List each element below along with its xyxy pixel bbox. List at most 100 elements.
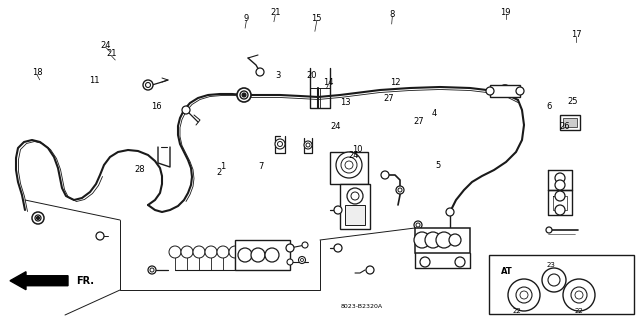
Circle shape	[182, 106, 190, 114]
Circle shape	[229, 246, 241, 258]
Circle shape	[571, 287, 587, 303]
Circle shape	[278, 142, 282, 146]
Text: 8: 8	[390, 10, 395, 19]
Circle shape	[516, 287, 532, 303]
Circle shape	[381, 171, 389, 179]
Circle shape	[542, 268, 566, 292]
Text: 13: 13	[340, 98, 351, 107]
Bar	[560, 115, 580, 130]
Circle shape	[555, 173, 565, 183]
Text: 23: 23	[547, 262, 556, 268]
Circle shape	[96, 232, 104, 240]
Text: 24: 24	[348, 151, 358, 160]
Text: 28: 28	[134, 165, 145, 174]
Circle shape	[275, 139, 285, 149]
Bar	[330, 152, 368, 184]
Circle shape	[436, 232, 452, 248]
Text: 21: 21	[106, 49, 116, 58]
Circle shape	[455, 257, 465, 267]
Text: 8023-B2320A: 8023-B2320A	[340, 304, 383, 309]
Circle shape	[302, 242, 308, 248]
Circle shape	[555, 205, 565, 215]
Circle shape	[486, 87, 494, 95]
Bar	[345, 205, 365, 225]
Circle shape	[35, 215, 41, 221]
Text: 14: 14	[323, 78, 333, 87]
FancyArrow shape	[10, 272, 68, 290]
Circle shape	[251, 248, 265, 262]
Circle shape	[32, 212, 44, 224]
Circle shape	[143, 80, 153, 90]
Text: 24: 24	[330, 122, 340, 130]
Circle shape	[301, 258, 303, 262]
Text: 12: 12	[390, 78, 401, 87]
Circle shape	[416, 223, 420, 227]
Text: 6: 6	[547, 102, 552, 111]
Text: 4: 4	[431, 109, 436, 118]
Circle shape	[347, 188, 363, 204]
Circle shape	[304, 141, 312, 149]
Circle shape	[334, 244, 342, 252]
Circle shape	[169, 246, 181, 258]
Text: 24: 24	[100, 41, 111, 50]
Text: 15: 15	[312, 14, 322, 23]
Text: 26: 26	[559, 122, 570, 130]
Circle shape	[306, 143, 310, 147]
Text: 1: 1	[220, 162, 225, 171]
Circle shape	[548, 274, 560, 286]
Circle shape	[256, 68, 264, 76]
Text: 9: 9	[244, 14, 249, 23]
Bar	[235, 240, 290, 270]
Bar	[490, 85, 520, 97]
Bar	[340, 184, 370, 229]
Text: 5: 5	[436, 161, 441, 170]
Circle shape	[287, 259, 293, 265]
Circle shape	[420, 257, 430, 267]
Circle shape	[298, 256, 305, 263]
Circle shape	[341, 157, 357, 173]
Circle shape	[508, 279, 540, 311]
Circle shape	[546, 227, 552, 233]
Circle shape	[181, 246, 193, 258]
Text: 18: 18	[32, 68, 42, 77]
Bar	[563, 118, 577, 127]
Circle shape	[145, 83, 150, 87]
Circle shape	[499, 85, 511, 97]
Circle shape	[205, 246, 217, 258]
Text: 25: 25	[568, 97, 578, 106]
Text: 22: 22	[513, 308, 522, 314]
Text: 3: 3	[276, 71, 281, 80]
Text: 2: 2	[216, 168, 221, 177]
Bar	[415, 228, 470, 253]
Text: 20: 20	[307, 71, 317, 80]
Circle shape	[449, 234, 461, 246]
Circle shape	[351, 192, 359, 200]
Circle shape	[217, 246, 229, 258]
Circle shape	[334, 206, 342, 214]
Circle shape	[575, 291, 583, 299]
Text: 16: 16	[152, 102, 162, 111]
Text: 27: 27	[414, 117, 424, 126]
Text: FR.: FR.	[76, 276, 94, 286]
Circle shape	[345, 161, 353, 169]
Circle shape	[414, 232, 430, 248]
Circle shape	[242, 93, 246, 97]
Text: AT: AT	[501, 267, 513, 276]
Text: 7: 7	[259, 162, 264, 171]
Circle shape	[237, 88, 251, 102]
Circle shape	[36, 217, 40, 219]
Circle shape	[563, 279, 595, 311]
Text: 11: 11	[90, 76, 100, 85]
Circle shape	[265, 248, 279, 262]
Circle shape	[396, 186, 404, 194]
Text: 10: 10	[352, 145, 362, 154]
Circle shape	[336, 152, 362, 178]
Circle shape	[238, 248, 252, 262]
Circle shape	[366, 266, 374, 274]
Text: 21: 21	[270, 8, 280, 17]
Text: 27: 27	[384, 94, 394, 103]
Circle shape	[193, 246, 205, 258]
Text: 22: 22	[575, 308, 584, 314]
Circle shape	[555, 180, 565, 190]
Circle shape	[520, 291, 528, 299]
